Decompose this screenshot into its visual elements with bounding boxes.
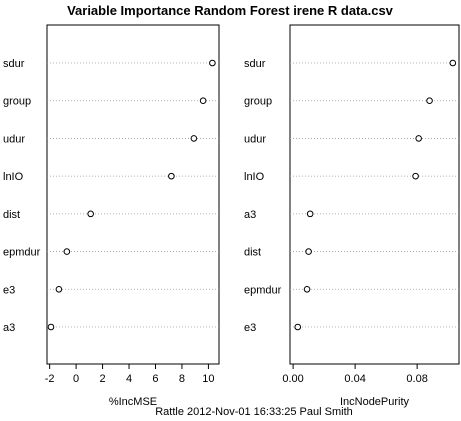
category-label: group (244, 96, 272, 108)
category-label: e3 (244, 322, 256, 334)
data-point (294, 323, 302, 331)
x-axis-title: IncNodePurity (340, 396, 410, 408)
data-point (209, 59, 216, 67)
category-label: sdur (244, 58, 266, 70)
data-point (412, 172, 419, 180)
data-point (190, 135, 198, 142)
category-label: lnIO (244, 171, 265, 183)
tick-label: 2 (100, 373, 106, 385)
data-point (47, 323, 55, 331)
category-label: epmdur (244, 284, 282, 296)
data-point (305, 248, 312, 255)
data-point (426, 97, 433, 105)
tick-label: 10 (202, 373, 214, 385)
category-label: a3 (3, 322, 15, 334)
incmse-panel: sdur group udur lnIO dist epmdur e3 a3 -2 0 2 4 6 8 10… (3, 24, 220, 408)
category-label: sdur (3, 58, 25, 70)
tick-label: 8 (179, 373, 185, 385)
category-label: udur (3, 133, 25, 145)
category-label: dist (3, 209, 20, 221)
plot-frame (46, 24, 220, 365)
category-label: a3 (244, 209, 256, 221)
chart-title: Variable Importance Random Forest irene … (67, 3, 394, 18)
data-point (55, 285, 63, 293)
category-label: e3 (3, 284, 15, 296)
tick-label: 4 (126, 373, 132, 385)
data-point (306, 210, 314, 218)
tick-label: 6 (152, 373, 158, 385)
footer-credit: Rattle 2012-Nov-01 16:33:25 Paul Smith (155, 406, 353, 418)
tick-label: 0.08 (406, 373, 427, 385)
data-point (63, 248, 71, 255)
data-point (415, 135, 422, 142)
category-label: udur (244, 133, 266, 145)
data-point (168, 172, 175, 180)
category-label: lnIO (3, 171, 24, 183)
incnodepurity-panel: sdur group udur lnIO a3 dist epmdur e3 0.00 0.04 0… (244, 24, 460, 408)
category-label: epmdur (3, 247, 41, 259)
data-point (449, 59, 457, 67)
category-label: group (3, 96, 31, 108)
x-axis-title: %IncMSE (109, 396, 157, 408)
data-point (87, 210, 94, 218)
tick-label: 0.04 (344, 373, 365, 385)
tick-label: -2 (45, 373, 55, 385)
category-label: dist (244, 247, 261, 259)
plot-frame (289, 24, 460, 365)
tick-label: 0 (73, 373, 79, 385)
data-point (199, 97, 207, 105)
tick-label: 0.00 (282, 373, 303, 385)
data-point (303, 285, 311, 293)
